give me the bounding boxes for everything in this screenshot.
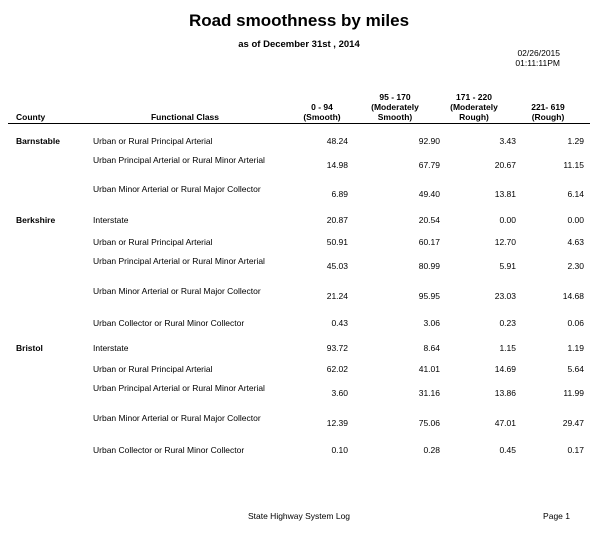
functional-class-cell: Urban Collector or Rural Minor Collector	[93, 445, 245, 455]
moderately-rough-value: 47.01	[494, 418, 516, 428]
county-cell: Berkshire	[16, 215, 56, 225]
smooth-value: 62.02	[326, 364, 348, 374]
moderately-smooth-value: 20.54	[418, 215, 440, 225]
rough-value: 1.29	[567, 136, 584, 146]
county-header: County	[16, 112, 46, 122]
functional-class-cell: Urban or Rural Principal Arterial	[93, 237, 213, 247]
moderately-rough-value: 0.45	[499, 445, 516, 455]
moderately-rough-column-header: 171 - 220 (Moderately Rough)	[439, 92, 509, 122]
smooth-value: 50.91	[326, 237, 348, 247]
moderately-smooth-value: 75.06	[418, 418, 440, 428]
rough-value: 5.64	[567, 364, 584, 374]
rough-label: (Rough)	[531, 112, 565, 122]
rough-value: 0.00	[567, 215, 584, 225]
moderately-smooth-column-header: 95 - 170 (Moderately Smooth)	[360, 92, 430, 122]
rough-value: 6.14	[567, 189, 584, 199]
smooth-value: 0.10	[331, 445, 348, 455]
smooth-value: 0.43	[331, 318, 348, 328]
moderately-rough-value: 13.81	[494, 189, 516, 199]
smooth-value: 6.89	[331, 189, 348, 199]
smooth-value: 12.39	[326, 418, 348, 428]
moderately-smooth-label-2: Smooth)	[377, 112, 413, 122]
moderately-smooth-value: 31.16	[418, 388, 440, 398]
smooth-range: 0 - 94	[311, 102, 333, 112]
smooth-value: 3.60	[331, 388, 348, 398]
report-title: Road smoothness by miles	[188, 11, 410, 30]
smooth-value: 48.24	[326, 136, 348, 146]
moderately-smooth-label-1: (Moderately	[371, 102, 419, 112]
moderately-rough-label-2: Rough)	[459, 112, 489, 122]
rough-value: 11.99	[563, 388, 584, 398]
moderately-smooth-value: 80.99	[418, 261, 440, 271]
moderately-smooth-value: 0.28	[423, 445, 440, 455]
functional-class-cell: Urban Minor Arterial or Rural Major Coll…	[93, 286, 261, 296]
moderately-rough-value: 3.43	[499, 136, 516, 146]
rough-value: 11.15	[563, 160, 584, 170]
moderately-smooth-value: 49.40	[418, 189, 440, 199]
county-cell: Bristol	[16, 343, 43, 353]
smooth-label: (Smooth)	[303, 112, 341, 122]
moderately-smooth-value: 92.90	[418, 136, 440, 146]
county-cell: Barnstable	[16, 136, 60, 146]
print-timestamp: 02/26/2015 01:11:11PM	[515, 48, 560, 68]
moderately-rough-value: 5.91	[499, 261, 516, 271]
rough-value: 1.19	[567, 343, 584, 353]
moderately-smooth-value: 3.06	[423, 318, 440, 328]
functional-class-cell: Urban Principal Arterial or Rural Minor …	[93, 256, 265, 266]
moderately-smooth-value: 60.17	[418, 237, 440, 247]
print-time: 01:11:11PM	[515, 58, 560, 68]
rough-value: 0.06	[567, 318, 584, 328]
smooth-value: 14.98	[326, 160, 348, 170]
rough-value: 0.17	[567, 445, 584, 455]
rough-value: 14.68	[562, 291, 584, 301]
functional-class-cell: Urban or Rural Principal Arterial	[93, 136, 213, 146]
moderately-rough-range: 171 - 220	[456, 92, 492, 102]
moderately-rough-label-1: (Moderately	[450, 102, 498, 112]
moderately-smooth-value: 8.64	[423, 343, 440, 353]
moderately-rough-value: 12.70	[494, 237, 516, 247]
header-divider	[8, 123, 590, 124]
moderately-rough-value: 14.69	[494, 364, 516, 374]
moderately-smooth-value: 67.79	[418, 160, 440, 170]
moderately-rough-value: 13.86	[494, 388, 516, 398]
functional-class-cell: Urban or Rural Principal Arterial	[93, 364, 213, 374]
functional-class-header: Functional Class	[150, 112, 219, 122]
moderately-rough-value: 20.67	[494, 160, 516, 170]
functional-class-cell: Urban Collector or Rural Minor Collector	[93, 318, 245, 328]
page-number: Page 1	[543, 511, 570, 521]
moderately-smooth-value: 41.01	[418, 364, 440, 374]
functional-class-cell: Urban Principal Arterial or Rural Minor …	[93, 155, 265, 165]
functional-class-cell: Urban Minor Arterial or Rural Major Coll…	[93, 413, 261, 423]
smooth-value: 21.24	[326, 291, 348, 301]
moderately-rough-value: 23.03	[494, 291, 516, 301]
report-subtitle: as of December 31st , 2014	[238, 39, 360, 50]
functional-class-cell: Urban Principal Arterial or Rural Minor …	[93, 383, 265, 393]
rough-column-header: 221- 619 (Rough)	[518, 102, 578, 122]
moderately-rough-value: 0.00	[499, 215, 516, 225]
smooth-value: 20.87	[326, 215, 348, 225]
footer-title: State Highway System Log	[247, 511, 351, 521]
functional-class-cell: Interstate	[93, 215, 129, 225]
functional-class-cell: Interstate	[93, 343, 129, 353]
moderately-smooth-value: 95.95	[418, 291, 440, 301]
rough-range: 221- 619	[531, 102, 565, 112]
functional-class-cell: Urban Minor Arterial or Rural Major Coll…	[93, 184, 261, 194]
smooth-value: 45.03	[326, 261, 348, 271]
smooth-value: 93.72	[326, 343, 348, 353]
moderately-rough-value: 1.15	[499, 343, 516, 353]
smooth-column-header: 0 - 94 (Smooth)	[292, 102, 352, 122]
moderately-rough-value: 0.23	[499, 318, 516, 328]
rough-value: 29.47	[562, 418, 584, 428]
rough-value: 4.63	[567, 237, 584, 247]
rough-value: 2.30	[567, 261, 584, 271]
print-date: 02/26/2015	[517, 48, 560, 58]
moderately-smooth-range: 95 - 170	[379, 92, 411, 102]
